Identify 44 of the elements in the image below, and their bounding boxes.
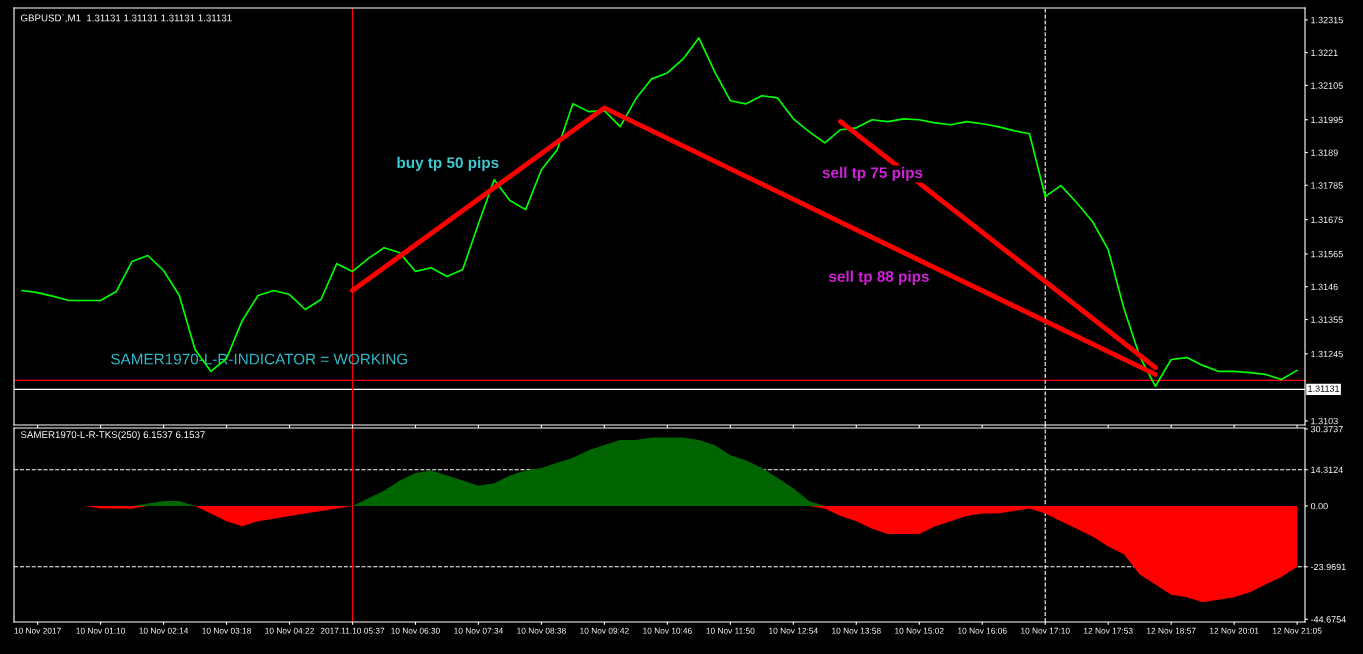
y-tick-label: 1.3146 bbox=[1311, 283, 1338, 291]
y-tick-label: 0.00 bbox=[1310, 502, 1328, 510]
y-tick-label: 1.32315 bbox=[1311, 16, 1343, 24]
y-tick-label: 1.3103 bbox=[1311, 417, 1338, 425]
x-tick-label: 10 Nov 08:38 bbox=[517, 627, 566, 634]
y-tick-label: 1.31675 bbox=[1311, 216, 1343, 223]
x-tick-label: 10 Nov 2017 bbox=[14, 627, 61, 634]
text: GBPUSD`,M1 1.31131 1.31131 1.31131 1.31131 bbox=[20, 14, 232, 23]
x-tick-label: 10 Nov 07:34 bbox=[454, 627, 503, 634]
annotation: buy tp 50 pips bbox=[397, 156, 499, 172]
chart-title: SAMER1970-L-R-TKS(250) 6.1537 6.1537 bbox=[20, 430, 205, 440]
x-tick-label: 10 Nov 06:30 bbox=[391, 627, 440, 634]
x-tick-label: 10 Nov 16:06 bbox=[958, 627, 1007, 634]
y-tick-label: 1.3221 bbox=[1311, 49, 1338, 56]
x-tick-label: 10 Nov 10:46 bbox=[643, 627, 692, 634]
x-tick-label: 10 Nov 12:54 bbox=[769, 627, 818, 634]
x-tick-label: 12 Nov 20:01 bbox=[1210, 627, 1259, 634]
ref-line-label: 1.31131 bbox=[1308, 385, 1340, 392]
x-tick-label: 10 Nov 11:50 bbox=[706, 627, 755, 634]
x-tick-label: 12 Nov 17:53 bbox=[1084, 627, 1133, 634]
x-tick-label: 12 Nov 18:57 bbox=[1147, 627, 1196, 634]
x-tick-label: 10 Nov 02:14 bbox=[139, 627, 189, 634]
x-tick-label: 10 Nov 15:02 bbox=[895, 627, 944, 634]
y-tick-label: 1.31245 bbox=[1311, 350, 1343, 358]
y-tick-label: 1.3189 bbox=[1311, 149, 1338, 156]
x-tick-label: 2017.11.10 05:37 bbox=[320, 627, 385, 634]
y-tick-label: 1.32105 bbox=[1311, 82, 1343, 89]
y-tick-label: 1.31785 bbox=[1311, 182, 1343, 189]
annotation: sell tp 75 pips bbox=[822, 166, 923, 182]
y-tick-label: 1.31565 bbox=[1311, 250, 1343, 258]
x-tick-label: 10 Nov 17:10 bbox=[1021, 627, 1070, 634]
y-tick-label: 1.31995 bbox=[1311, 116, 1343, 124]
y-tick-label: 14.3124 bbox=[1311, 466, 1343, 474]
y-tick-label: 30.3737 bbox=[1310, 425, 1343, 433]
x-tick-label: 10 Nov 01:10 bbox=[76, 627, 126, 634]
y-tick-label: 1.31355 bbox=[1311, 316, 1343, 323]
y-tick-label: -23.9691 bbox=[1310, 563, 1346, 571]
x-tick-label: 10 Nov 09:42 bbox=[580, 627, 629, 634]
y-tick-label: -44.6754 bbox=[1310, 616, 1346, 623]
annotation: sell tp 88 pips bbox=[828, 270, 929, 285]
x-tick-label: 12 Nov 21:05 bbox=[1272, 627, 1322, 634]
x-tick-label: 10 Nov 03:18 bbox=[202, 627, 251, 634]
x-tick-label: 10 Nov 13:58 bbox=[832, 627, 881, 634]
x-tick-label: 10 Nov 04:22 bbox=[265, 627, 314, 634]
